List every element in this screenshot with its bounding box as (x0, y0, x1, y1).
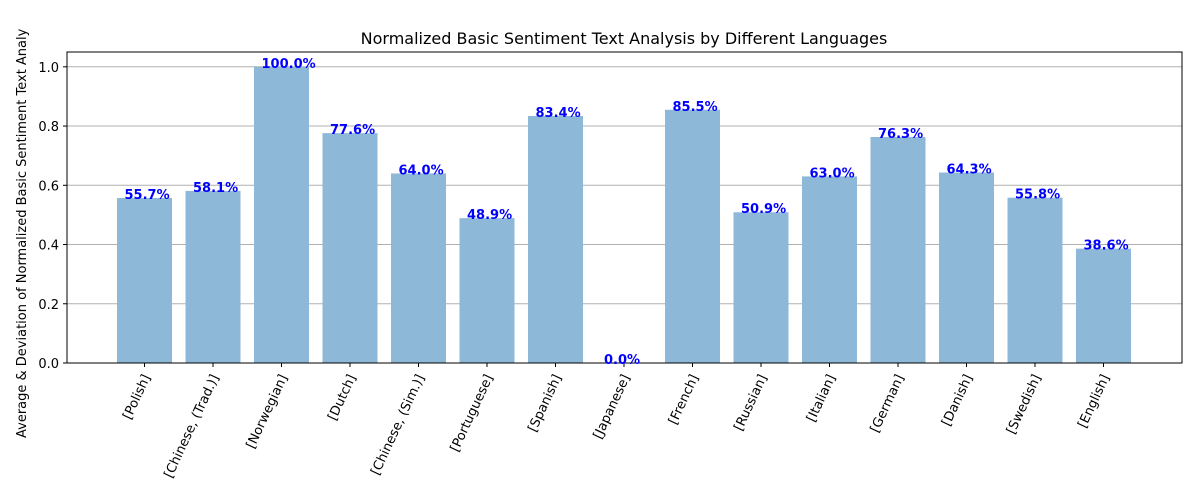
y-tick-label: 0.4 (38, 239, 59, 254)
x-tick-label: [Polish] (120, 372, 154, 422)
bars (117, 66, 1131, 364)
data-label: 64.0% (399, 163, 444, 178)
data-label: 48.9% (467, 208, 512, 223)
x-tick-label: [Portuguese] (448, 372, 497, 454)
x-tick-label: [Italian] (804, 372, 839, 424)
bar (117, 198, 172, 363)
x-tick-label: [Japanese] (591, 372, 634, 441)
bar (939, 172, 994, 363)
data-label: 83.4% (536, 106, 581, 121)
bar (459, 218, 515, 363)
x-tick-label: [Norwegian] (244, 372, 291, 451)
x-tick-label: [Chinese, (Trad.)] (162, 372, 223, 480)
data-label: 85.5% (673, 100, 718, 115)
x-tick-label: [German] (868, 372, 908, 435)
data-label: 50.9% (741, 202, 786, 217)
x-tick-label: [English] (1075, 372, 1113, 430)
y-tick-label: 0.6 (38, 179, 59, 194)
data-label: 76.3% (878, 127, 923, 142)
bar (528, 115, 583, 363)
y-tick-label: 0.8 (38, 120, 59, 135)
data-label: 63.0% (810, 166, 855, 181)
bar (870, 137, 926, 363)
y-tick-label: 1.0 (38, 61, 59, 76)
bar (1007, 197, 1063, 363)
x-tick-label: [Dutch] (325, 372, 359, 423)
bar (391, 173, 446, 363)
data-label: 55.7% (125, 188, 170, 203)
chart-title: Normalized Basic Sentiment Text Analysis… (361, 29, 888, 48)
data-label: 64.3% (947, 163, 992, 178)
x-axis: [Polish] [Chinese, (Trad.)] [Norwegian] [Du… (120, 363, 1113, 480)
x-tick-label: [Russian] (732, 372, 771, 433)
data-label: 58.1% (193, 181, 238, 196)
bar (322, 133, 378, 363)
bar (665, 109, 720, 363)
y-axis: 0.0 0.2 0.4 0.6 0.8 1.0 (38, 61, 67, 372)
data-label: 55.8% (1015, 188, 1060, 203)
bar (733, 212, 789, 363)
x-tick-label: [French] (666, 372, 702, 427)
x-tick-label: [Spanish] (526, 372, 566, 434)
y-axis-label: Average & Deviation of Normalized Basic … (15, 28, 30, 438)
x-tick-label: [Chinese, (Sim.)] (368, 372, 428, 477)
data-label: 38.6% (1084, 239, 1129, 254)
y-tick-label: 0.0 (38, 357, 59, 372)
bar (802, 176, 857, 363)
bar (1076, 248, 1131, 363)
data-label: 77.6% (330, 123, 375, 138)
x-tick-label: [Danish] (939, 372, 976, 428)
bar (254, 66, 309, 364)
x-tick-label: [Swedish] (1004, 372, 1045, 436)
y-tick-label: 0.2 (38, 298, 59, 313)
data-labels: 55.7% 58.1% 100.0% 77.6% 64.0% 48.9% 83.4% 0.0%… (125, 57, 1129, 368)
data-label: 0.0% (604, 353, 640, 368)
data-label: 100.0% (262, 57, 316, 72)
bar (185, 190, 241, 363)
